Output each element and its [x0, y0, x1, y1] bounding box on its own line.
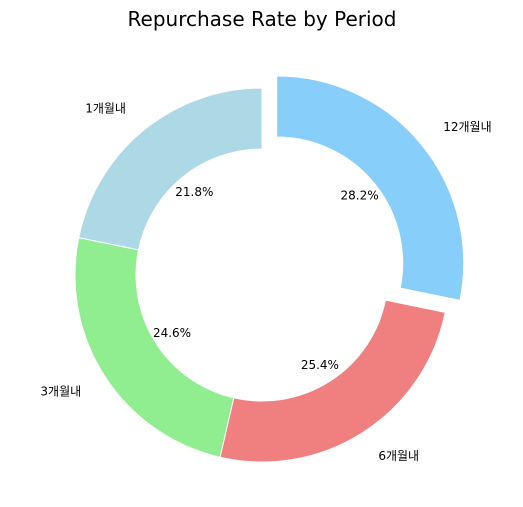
percent-label: 24.6% — [153, 326, 191, 340]
category-label: 12개월내 — [443, 120, 491, 134]
slice-3 — [74, 237, 235, 458]
category-label: 3개월내 — [40, 384, 81, 398]
chart-title: Repurchase Rate by Period — [128, 7, 397, 31]
labels-layer: 28.2% 12개월내 25.4% 6개월내 24.6% 3개월내 21.8% 1개월내 — [40, 101, 491, 462]
percent-label: 25.4% — [301, 358, 339, 372]
category-label: 1개월내 — [85, 101, 126, 115]
percent-label: 28.2% — [341, 188, 379, 202]
slices-layer — [74, 75, 465, 463]
category-label: 6개월내 — [378, 449, 419, 463]
percent-label: 21.8% — [175, 185, 213, 199]
slice-1 — [276, 75, 465, 301]
slice-4 — [78, 87, 263, 251]
slice-2 — [219, 299, 446, 463]
